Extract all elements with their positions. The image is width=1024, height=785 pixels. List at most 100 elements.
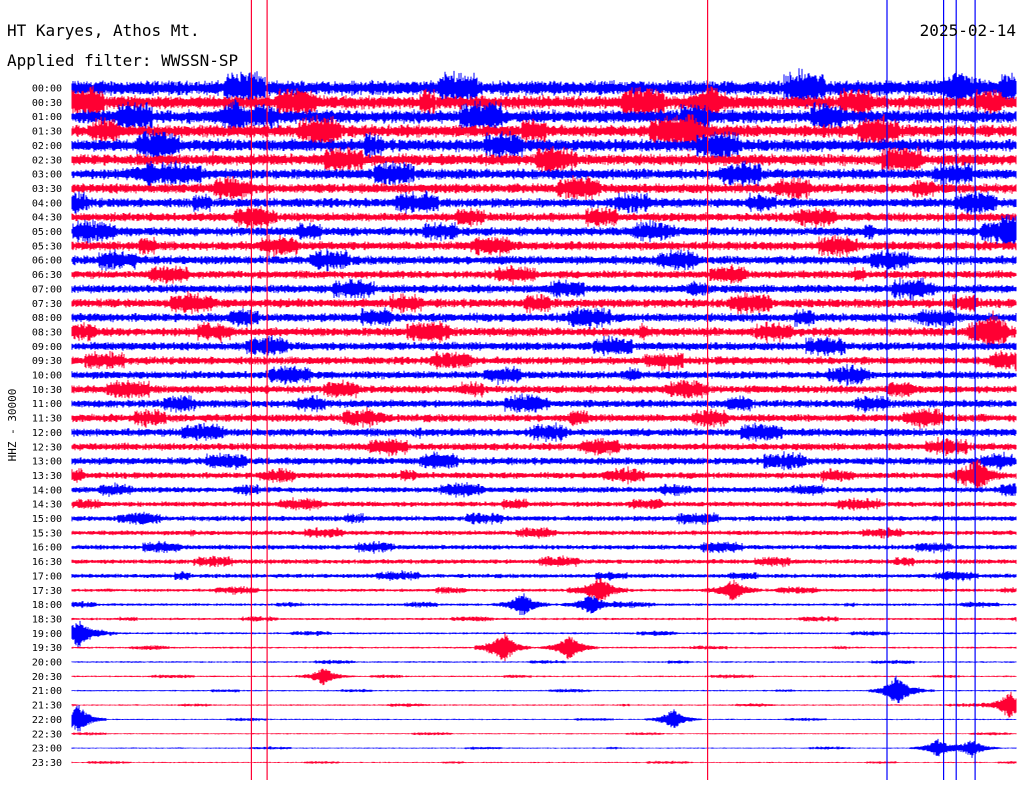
trace-row-1230 [71,437,1017,457]
time-tick-labels: 00:00 00:30 01:00 01:30 02:00 02:30 03:00 03:30… [32,84,62,769]
time-tick-label: 06:00 [32,256,62,267]
trace-row-0430 [71,206,1017,229]
trace-row-1600 [71,540,1017,554]
time-tick-label: 19:00 [32,629,62,640]
time-tick-label: 10:00 [32,371,62,382]
time-tick-label: 23:30 [32,758,62,769]
trace-row-0330 [71,175,1017,201]
trace-row-0700 [71,277,1017,301]
trace-row-2300 [71,738,1017,758]
trace-row-1800 [71,593,1017,616]
time-tick-label: 15:00 [32,514,62,525]
time-tick-label: 13:30 [32,471,62,482]
time-tick-label: 21:00 [32,686,62,697]
trace-row-0130 [71,114,1017,152]
trace-row-0830 [71,310,1017,349]
trace-row-1630 [71,555,1017,568]
trace-row-0500 [71,214,1017,250]
time-tick-label: 19:30 [32,643,62,654]
trace-row-1030 [71,379,1017,399]
trace-row-1000 [71,364,1017,386]
trace-row-0630 [71,264,1017,285]
time-tick-label: 00:30 [32,98,62,109]
trace-row-0200 [71,130,1017,162]
trace-row-0100 [71,98,1017,135]
trace-row-0730 [71,291,1017,315]
time-tick-label: 07:00 [32,284,62,295]
trace-row-0000 [71,68,1017,108]
time-tick-label: 04:30 [32,213,62,224]
trace-row-2230 [71,732,1017,736]
time-tick-label: 06:30 [32,270,62,281]
trace-row-1730 [71,578,1017,603]
time-tick-label: 03:00 [32,170,62,181]
time-tick-label: 20:00 [32,658,62,669]
trace-group [71,68,1017,765]
trace-row-2130 [71,691,1017,718]
trace-row-2000 [71,659,1017,665]
trace-row-1330 [71,459,1017,492]
time-tick-label: 13:00 [32,457,62,468]
trace-row-2030 [71,668,1017,686]
trace-row-1530 [71,527,1017,539]
time-tick-label: 09:30 [32,356,62,367]
trace-row-1930 [71,633,1017,662]
trace-row-1300 [71,451,1017,471]
time-tick-label: 05:30 [32,241,62,252]
time-tick-label: 11:30 [32,414,62,425]
time-tick-label: 21:30 [32,701,62,712]
time-tick-label: 00:00 [32,84,62,95]
time-tick-label: 16:00 [32,543,62,554]
time-tick-label: 08:00 [32,313,62,324]
time-tick-label: 14:00 [32,485,62,496]
filter-label: Applied filter: WWSSN-SP [7,51,238,70]
station-title: HT Karyes, Athos Mt. [7,21,200,40]
date-label: 2025-02-14 [920,21,1016,40]
time-tick-label: 07:30 [32,299,62,310]
trace-row-1830 [71,616,1017,622]
time-tick-label: 22:00 [32,715,62,726]
trace-row-1700 [71,570,1017,582]
time-tick-label: 01:00 [32,112,62,123]
trace-row-0900 [71,335,1017,357]
trace-row-0400 [71,190,1017,216]
time-tick-label: 17:00 [32,571,62,582]
trace-row-1400 [71,482,1017,498]
time-tick-label: 18:00 [32,600,62,611]
time-tick-label: 05:00 [32,227,62,238]
time-tick-label: 18:30 [32,614,62,625]
time-tick-label: 23:00 [32,744,62,755]
trace-row-0530 [71,234,1017,258]
time-tick-label: 17:30 [32,586,62,597]
trace-row-2330 [71,760,1017,765]
time-tick-label: 08:30 [32,327,62,338]
trace-row-1900 [71,620,1017,648]
time-tick-label: 11:00 [32,399,62,410]
trace-row-2100 [71,675,1017,703]
time-tick-label: 15:30 [32,528,62,539]
time-tick-label: 02:00 [32,141,62,152]
trace-row-0230 [71,146,1017,175]
trace-row-1430 [71,497,1017,511]
trace-row-1130 [71,407,1017,430]
time-tick-label: 02:30 [32,155,62,166]
trace-row-1200 [71,422,1017,442]
time-tick-label: 12:00 [32,428,62,439]
trace-row-2200 [71,705,1017,732]
channel-label: HHZ - 30000 [6,389,19,462]
full-scale-lines [250,0,976,780]
trace-row-0800 [71,306,1017,330]
time-tick-label: 03:30 [32,184,62,195]
time-tick-label: 04:00 [32,198,62,209]
time-tick-label: 22:30 [32,729,62,740]
time-tick-label: 10:30 [32,385,62,396]
time-tick-label: 14:30 [32,500,62,511]
trace-row-1500 [71,511,1017,525]
trace-row-1100 [71,393,1017,413]
time-tick-label: 09:00 [32,342,62,353]
time-tick-label: 12:30 [32,442,62,453]
trace-row-0930 [71,350,1017,372]
trace-row-0300 [71,160,1017,191]
